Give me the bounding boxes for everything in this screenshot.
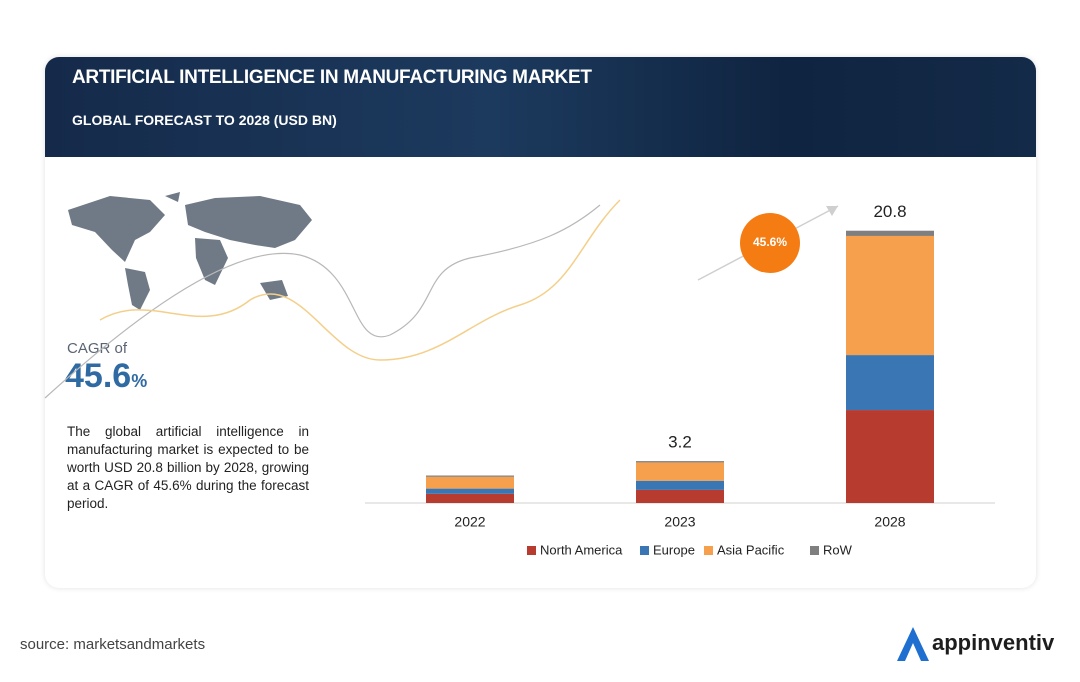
legend-label: North America: [540, 542, 623, 557]
cagr-number: 45.6: [65, 357, 132, 395]
legend-label: Asia Pacific: [717, 542, 785, 557]
x-tick-label: 2028: [874, 514, 905, 530]
bar-segment: [636, 489, 724, 503]
legend-swatch: [810, 546, 819, 555]
x-tick-label: 2023: [664, 514, 695, 530]
bar-segment: [636, 461, 724, 463]
legend-swatch: [640, 546, 649, 555]
legend-swatch: [704, 546, 713, 555]
cagr-unit: %: [131, 371, 148, 391]
cagr-label: CAGR of: [67, 340, 128, 357]
total-label: 20.8: [873, 202, 906, 221]
decor-line: [44, 204, 601, 399]
bar-segment: [426, 475, 514, 477]
legend-label: RoW: [823, 542, 853, 557]
subtitle: GLOBAL FORECAST TO 2028 (USD BN): [72, 112, 337, 128]
bar-segment: [846, 355, 934, 411]
brand-logo: [897, 627, 929, 661]
legend-swatch: [527, 546, 536, 555]
cagr-value: 45.6%: [65, 357, 147, 396]
header-banner: ARTIFICIAL INTELLIGENCE IN MANUFACTURING…: [45, 57, 1036, 157]
total-label: 3.2: [668, 433, 692, 452]
legend-label: Europe: [653, 542, 695, 557]
bar-segment: [636, 462, 724, 481]
world-map: [68, 192, 312, 310]
bar-segment: [426, 488, 514, 494]
bar-segment: [426, 493, 514, 503]
arrowhead: [826, 206, 838, 216]
cagr-bubble: [740, 213, 800, 273]
cagr-bubble-label: 45.6%: [753, 235, 787, 249]
bar-segment: [846, 410, 934, 503]
bar-segment: [426, 476, 514, 489]
bar-segment: [846, 230, 934, 236]
x-tick-label: 2022: [454, 514, 485, 530]
bar-segment: [636, 480, 724, 490]
decor-line: [99, 199, 621, 361]
bar-segment: [846, 235, 934, 356]
brand: appinventiv: [932, 630, 1055, 655]
title: ARTIFICIAL INTELLIGENCE IN MANUFACTURING…: [72, 67, 592, 88]
source: source: marketsandmarkets: [20, 636, 206, 653]
description: The global artificial intelligence in ma…: [67, 424, 309, 511]
